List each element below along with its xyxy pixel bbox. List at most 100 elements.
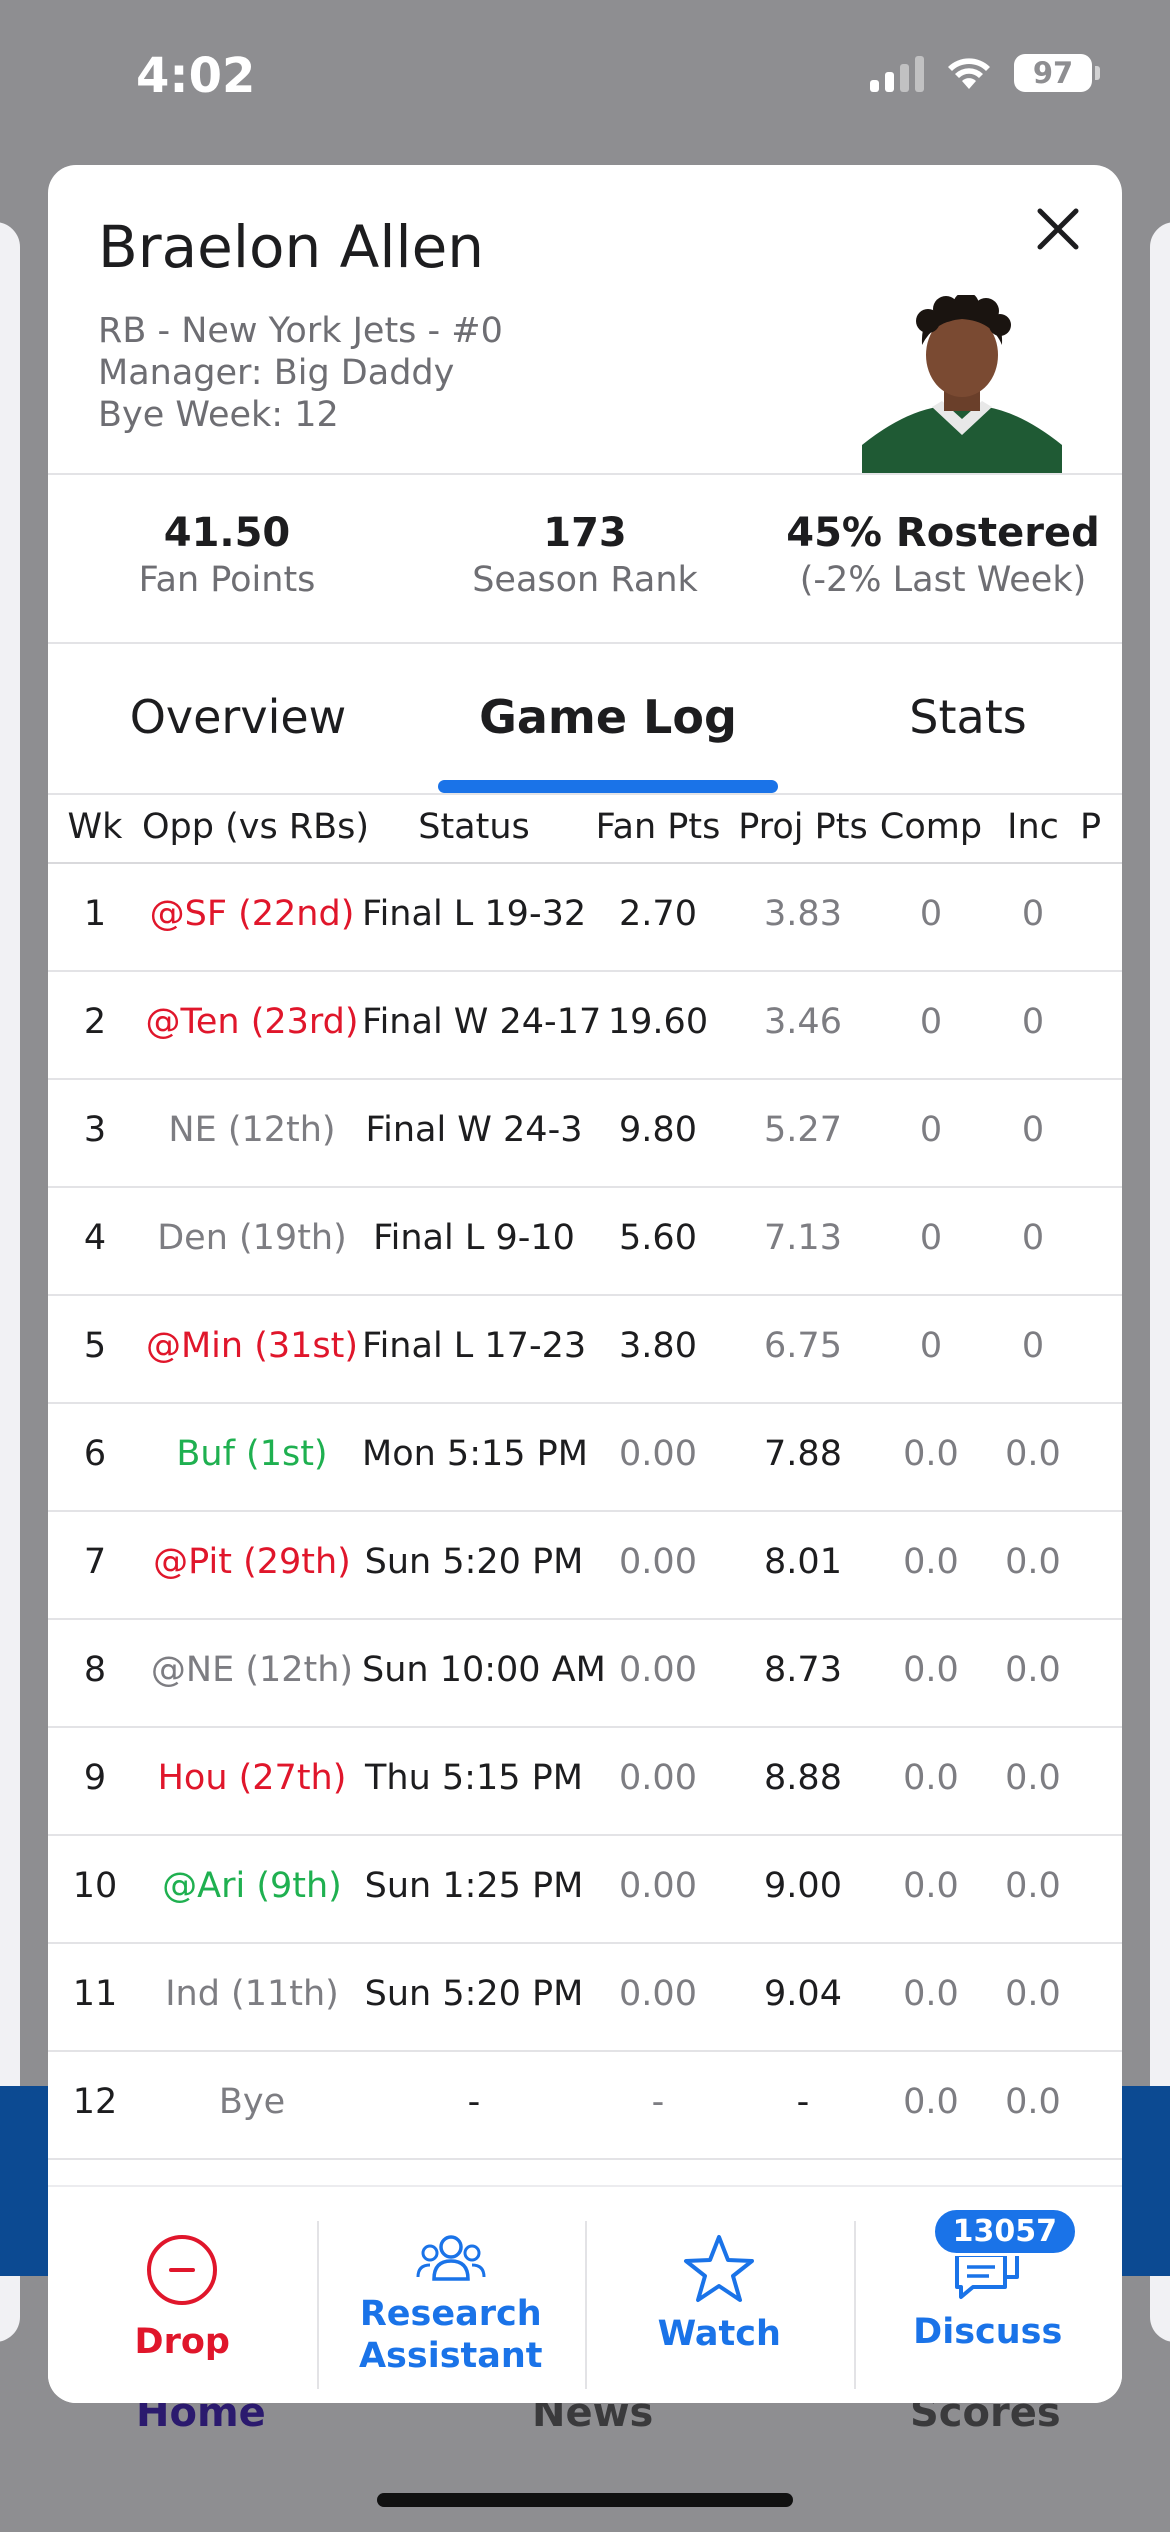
table-row[interactable]: 4 Den (19th) Final L 9-10 5.60 7.13 0 0 (48, 1188, 1122, 1296)
table-row[interactable]: 8 @NE (12th) Sun 10:00 AM 0.00 8.73 0.0 0.0 (48, 1620, 1122, 1728)
table-row[interactable]: 10 @Ari (9th) Sun 1:25 PM 0.00 9.00 0.0 0.0 (48, 1836, 1122, 1944)
completions-cell: 0.0 (903, 2082, 959, 2122)
rostered-value: 45% Rostered (786, 510, 1100, 556)
incompletions-cell: 0 (1021, 1326, 1045, 1366)
completions-cell: 0.0 (903, 1650, 959, 1690)
week-cell: 9 (83, 1758, 107, 1798)
tab-game-log[interactable]: Game Log (479, 690, 737, 744)
header-comp[interactable]: Comp (879, 807, 983, 847)
table-row[interactable]: 7 @Pit (29th) Sun 5:20 PM 0.00 8.01 0.0 0.0 (48, 1512, 1122, 1620)
table-row[interactable]: 6 Buf (1st) Mon 5:15 PM 0.00 7.88 0.0 0.0 (48, 1404, 1122, 1512)
research-assistant-label: Research Assistant (359, 2293, 543, 2377)
incompletions-cell: 0.0 (1005, 1758, 1061, 1798)
opponent-cell: Buf (1st) (176, 1434, 328, 1474)
player-summary: 41.50 Fan Points 173 Season Rank 45% Ros… (48, 510, 1122, 630)
incompletions-cell: 0 (1021, 1218, 1045, 1258)
table-row[interactable]: 11 Ind (11th) Sun 5:20 PM 0.00 9.04 0.0 0.0 (48, 1944, 1122, 2052)
completions-cell: 0.0 (903, 1542, 959, 1582)
table-row[interactable]: 3 NE (12th) Final W 24-3 9.80 5.27 0 0 (48, 1080, 1122, 1188)
opponent-cell: Bye (218, 2082, 286, 2122)
projected-points-cell: 5.27 (764, 1110, 842, 1150)
game-log-table[interactable]: Wk Opp (vs RBs) Status Fan Pts Proj Pts … (48, 795, 1122, 2160)
tab-overview[interactable]: Overview (129, 690, 347, 744)
research-assistant-button[interactable]: Research Assistant (316, 2187, 586, 2403)
header-inc[interactable]: Inc (1007, 807, 1059, 847)
battery-icon: 97 (1014, 54, 1100, 92)
fan-points-cell: 0.00 (619, 1866, 697, 1906)
status-cell: - (467, 2082, 481, 2122)
table-row[interactable]: 12 Bye - - - 0.0 0.0 (48, 2052, 1122, 2160)
table-row[interactable]: 1 @SF (22nd) Final L 19-32 2.70 3.83 0 0 (48, 864, 1122, 972)
projected-points-cell: 9.00 (764, 1866, 842, 1906)
player-headshot (862, 295, 1062, 475)
player-position-team: RB - New York Jets - #0 (98, 311, 503, 351)
completions-cell: 0 (919, 894, 943, 934)
header-wk[interactable]: Wk (67, 807, 123, 847)
opponent-cell: @Ten (23rd) (145, 1002, 359, 1042)
discuss-count-badge: 13057 (931, 2207, 1078, 2256)
fan-points-label: Fan Points (138, 560, 316, 600)
background-card-left (0, 222, 20, 2342)
week-cell: 8 (83, 1650, 107, 1690)
status-cell: Final L 19-32 (362, 894, 587, 934)
incompletions-cell: 0.0 (1005, 1866, 1061, 1906)
week-cell: 7 (83, 1542, 107, 1582)
close-button[interactable] (1024, 195, 1092, 263)
opponent-cell: @Ari (9th) (162, 1866, 342, 1906)
table-row[interactable]: 2 @Ten (23rd) Final W 24-17 19.60 3.46 0 0 (48, 972, 1122, 1080)
fan-points-cell: 0.00 (619, 1434, 697, 1474)
close-icon (1037, 208, 1079, 250)
watch-label: Watch (657, 2314, 781, 2354)
incompletions-cell: 0 (1021, 1110, 1045, 1150)
status-cell: Sun 1:25 PM (364, 1866, 584, 1906)
fan-points-cell: 0.00 (619, 1542, 697, 1582)
table-row[interactable]: 9 Hou (27th) Thu 5:15 PM 0.00 8.88 0.0 0.0 (48, 1728, 1122, 1836)
minus-circle-icon (147, 2235, 218, 2305)
discuss-label: Discuss (913, 2312, 1063, 2352)
header-proj-pts[interactable]: Proj Pts (738, 807, 868, 847)
star-icon (684, 2235, 755, 2302)
completions-cell: 0 (919, 1326, 943, 1366)
status-time: 4:02 (136, 48, 256, 104)
projected-points-cell: 7.13 (764, 1218, 842, 1258)
week-cell: 3 (83, 1110, 107, 1150)
rostered-change: (-2% Last Week) (799, 560, 1087, 600)
header-fan-pts[interactable]: Fan Pts (595, 807, 721, 847)
projected-points-cell: 8.01 (764, 1542, 842, 1582)
cellular-signal-icon (870, 54, 924, 92)
projected-points-cell: 6.75 (764, 1326, 842, 1366)
tabs-divider (48, 793, 1122, 795)
header-p[interactable]: P (1080, 807, 1102, 847)
table-header: Wk Opp (vs RBs) Status Fan Pts Proj Pts … (48, 795, 1122, 864)
header-opp[interactable]: Opp (vs RBs) (142, 807, 370, 847)
opponent-cell: Ind (11th) (165, 1974, 339, 2014)
projected-points-cell: 3.83 (764, 894, 842, 934)
projected-points-cell: 3.46 (764, 1002, 842, 1042)
projected-points-cell: - (796, 2082, 810, 2122)
tab-stats[interactable]: Stats (909, 690, 1027, 744)
table-row[interactable]: 5 @Min (31st) Final L 17-23 3.80 6.75 0 0 (48, 1296, 1122, 1404)
completions-cell: 0.0 (903, 1974, 959, 2014)
opponent-cell: Hou (27th) (157, 1758, 347, 1798)
drop-button[interactable]: Drop (48, 2187, 317, 2403)
status-cell: Thu 5:15 PM (365, 1758, 583, 1798)
wifi-icon (948, 58, 990, 89)
completions-cell: 0.0 (903, 1866, 959, 1906)
incompletions-cell: 0.0 (1005, 1542, 1061, 1582)
fan-points-value: 41.50 (163, 510, 291, 556)
header-status[interactable]: Status (418, 807, 530, 847)
rostered-stat: 45% Rostered (-2% Last Week) (764, 510, 1122, 630)
header-divider (48, 473, 1122, 475)
fan-points-cell: 0.00 (619, 1974, 697, 2014)
projected-points-cell: 7.88 (764, 1434, 842, 1474)
status-cell: Final L 9-10 (373, 1218, 575, 1258)
watch-button[interactable]: Watch (585, 2187, 854, 2403)
status-cell: Mon 5:15 PM (362, 1434, 588, 1474)
table-body: 1 @SF (22nd) Final L 19-32 2.70 3.83 0 0 2 @Ten … (48, 864, 1122, 2160)
incompletions-cell: 0.0 (1005, 1650, 1061, 1690)
discuss-button[interactable]: Discuss 13057 (853, 2187, 1123, 2403)
status-cell: Final W 24-3 (365, 1110, 583, 1150)
incompletions-cell: 0.0 (1005, 2082, 1061, 2122)
completions-cell: 0 (919, 1218, 943, 1258)
fan-points-stat: 41.50 Fan Points (48, 510, 406, 630)
